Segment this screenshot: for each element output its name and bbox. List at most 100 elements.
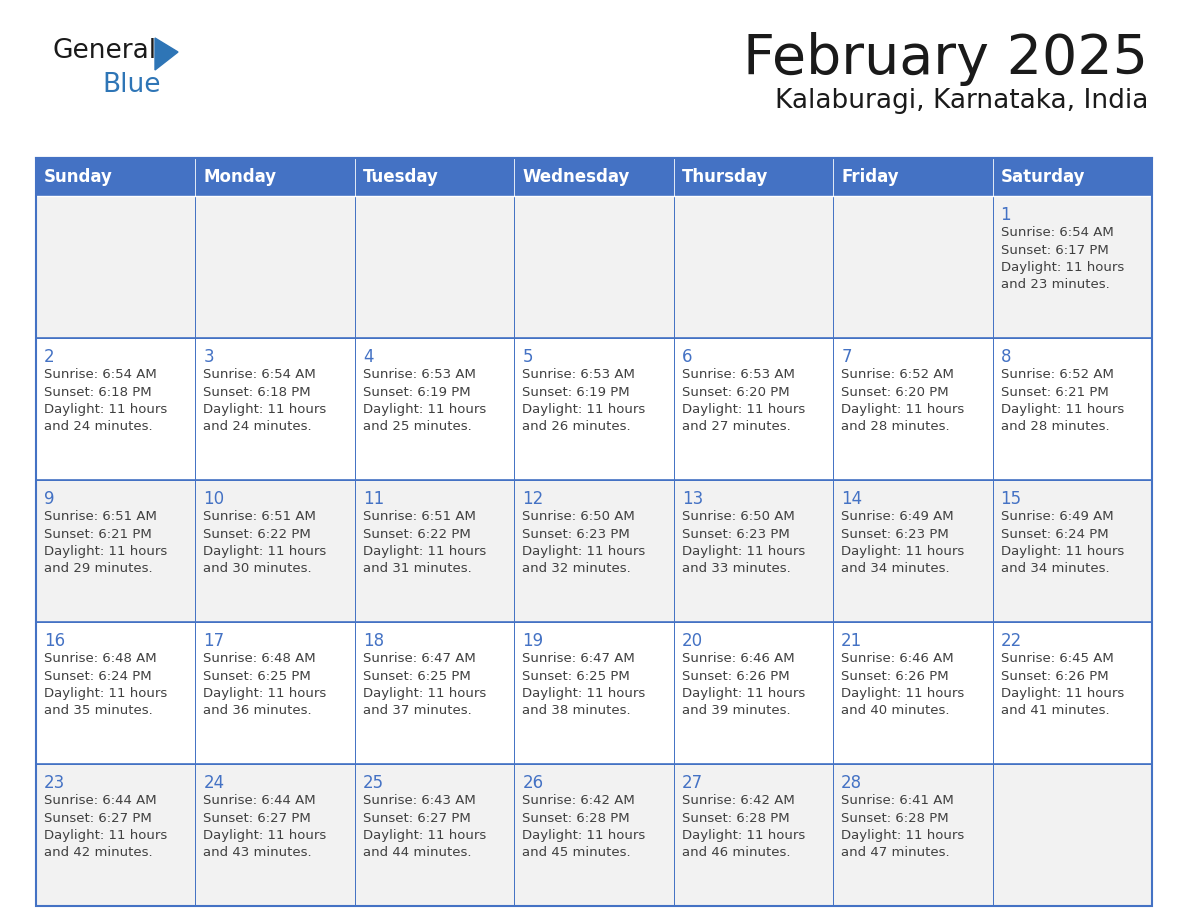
Text: 19: 19 [523,632,543,650]
Text: 24: 24 [203,774,225,792]
Bar [992,338,1152,480]
Bar [196,196,355,338]
Text: 18: 18 [362,632,384,650]
Bar [36,338,196,480]
Text: Sunrise: 6:44 AM
Sunset: 6:27 PM
Daylight: 11 hours
and 43 minutes.: Sunrise: 6:44 AM Sunset: 6:27 PM Dayligh… [203,794,327,859]
Text: Sunrise: 6:44 AM
Sunset: 6:27 PM
Daylight: 11 hours
and 42 minutes.: Sunrise: 6:44 AM Sunset: 6:27 PM Dayligh… [44,794,168,859]
Text: Tuesday: Tuesday [362,168,438,186]
Text: 5: 5 [523,348,532,366]
Text: 28: 28 [841,774,862,792]
Text: 16: 16 [44,632,65,650]
Bar [355,622,514,764]
Bar [992,196,1152,338]
Text: 27: 27 [682,774,703,792]
Bar [36,480,196,622]
Text: Sunrise: 6:54 AM
Sunset: 6:18 PM
Daylight: 11 hours
and 24 minutes.: Sunrise: 6:54 AM Sunset: 6:18 PM Dayligh… [203,368,327,433]
Text: Thursday: Thursday [682,168,769,186]
Bar [674,196,833,338]
Bar [674,622,833,764]
Bar [833,196,992,338]
Text: Sunday: Sunday [44,168,113,186]
Text: General: General [52,38,156,64]
Text: 3: 3 [203,348,214,366]
Bar [355,764,514,906]
Text: Sunrise: 6:51 AM
Sunset: 6:22 PM
Daylight: 11 hours
and 31 minutes.: Sunrise: 6:51 AM Sunset: 6:22 PM Dayligh… [362,510,486,576]
Bar [196,480,355,622]
Bar [514,622,674,764]
Text: Sunrise: 6:53 AM
Sunset: 6:20 PM
Daylight: 11 hours
and 27 minutes.: Sunrise: 6:53 AM Sunset: 6:20 PM Dayligh… [682,368,805,433]
Text: 8: 8 [1000,348,1011,366]
Text: 25: 25 [362,774,384,792]
Text: Sunrise: 6:51 AM
Sunset: 6:21 PM
Daylight: 11 hours
and 29 minutes.: Sunrise: 6:51 AM Sunset: 6:21 PM Dayligh… [44,510,168,576]
Bar [355,158,514,196]
Text: Sunrise: 6:49 AM
Sunset: 6:23 PM
Daylight: 11 hours
and 34 minutes.: Sunrise: 6:49 AM Sunset: 6:23 PM Dayligh… [841,510,965,576]
Text: Saturday: Saturday [1000,168,1085,186]
Text: 2: 2 [44,348,55,366]
Bar [833,480,992,622]
Text: 22: 22 [1000,632,1022,650]
Bar [992,480,1152,622]
Bar [833,622,992,764]
Text: Sunrise: 6:53 AM
Sunset: 6:19 PM
Daylight: 11 hours
and 25 minutes.: Sunrise: 6:53 AM Sunset: 6:19 PM Dayligh… [362,368,486,433]
Bar [36,196,196,338]
Text: Sunrise: 6:42 AM
Sunset: 6:28 PM
Daylight: 11 hours
and 46 minutes.: Sunrise: 6:42 AM Sunset: 6:28 PM Dayligh… [682,794,805,859]
Text: 9: 9 [44,490,55,508]
Bar [36,158,196,196]
Text: 23: 23 [44,774,65,792]
Bar [674,338,833,480]
Bar [992,158,1152,196]
Text: 17: 17 [203,632,225,650]
Text: Sunrise: 6:54 AM
Sunset: 6:17 PM
Daylight: 11 hours
and 23 minutes.: Sunrise: 6:54 AM Sunset: 6:17 PM Dayligh… [1000,226,1124,292]
Bar [355,338,514,480]
Text: Sunrise: 6:51 AM
Sunset: 6:22 PM
Daylight: 11 hours
and 30 minutes.: Sunrise: 6:51 AM Sunset: 6:22 PM Dayligh… [203,510,327,576]
Bar [514,158,674,196]
Text: 10: 10 [203,490,225,508]
Bar [196,338,355,480]
Polygon shape [154,38,178,70]
Text: 20: 20 [682,632,703,650]
Text: Sunrise: 6:45 AM
Sunset: 6:26 PM
Daylight: 11 hours
and 41 minutes.: Sunrise: 6:45 AM Sunset: 6:26 PM Dayligh… [1000,652,1124,718]
Text: Sunrise: 6:50 AM
Sunset: 6:23 PM
Daylight: 11 hours
and 33 minutes.: Sunrise: 6:50 AM Sunset: 6:23 PM Dayligh… [682,510,805,576]
Text: Sunrise: 6:54 AM
Sunset: 6:18 PM
Daylight: 11 hours
and 24 minutes.: Sunrise: 6:54 AM Sunset: 6:18 PM Dayligh… [44,368,168,433]
Bar [36,764,196,906]
Text: Kalaburagi, Karnataka, India: Kalaburagi, Karnataka, India [775,88,1148,114]
Bar [833,764,992,906]
Text: 26: 26 [523,774,543,792]
Bar [355,196,514,338]
Text: Sunrise: 6:42 AM
Sunset: 6:28 PM
Daylight: 11 hours
and 45 minutes.: Sunrise: 6:42 AM Sunset: 6:28 PM Dayligh… [523,794,645,859]
Text: Sunrise: 6:52 AM
Sunset: 6:21 PM
Daylight: 11 hours
and 28 minutes.: Sunrise: 6:52 AM Sunset: 6:21 PM Dayligh… [1000,368,1124,433]
Bar [514,764,674,906]
Text: Sunrise: 6:52 AM
Sunset: 6:20 PM
Daylight: 11 hours
and 28 minutes.: Sunrise: 6:52 AM Sunset: 6:20 PM Dayligh… [841,368,965,433]
Text: Sunrise: 6:46 AM
Sunset: 6:26 PM
Daylight: 11 hours
and 40 minutes.: Sunrise: 6:46 AM Sunset: 6:26 PM Dayligh… [841,652,965,718]
Text: February 2025: February 2025 [742,32,1148,86]
Bar [833,338,992,480]
Text: 4: 4 [362,348,373,366]
Text: Sunrise: 6:46 AM
Sunset: 6:26 PM
Daylight: 11 hours
and 39 minutes.: Sunrise: 6:46 AM Sunset: 6:26 PM Dayligh… [682,652,805,718]
Bar [196,158,355,196]
Bar [514,196,674,338]
Text: Sunrise: 6:47 AM
Sunset: 6:25 PM
Daylight: 11 hours
and 37 minutes.: Sunrise: 6:47 AM Sunset: 6:25 PM Dayligh… [362,652,486,718]
Text: Sunrise: 6:48 AM
Sunset: 6:25 PM
Daylight: 11 hours
and 36 minutes.: Sunrise: 6:48 AM Sunset: 6:25 PM Dayligh… [203,652,327,718]
Text: 1: 1 [1000,206,1011,224]
Text: Sunrise: 6:49 AM
Sunset: 6:24 PM
Daylight: 11 hours
and 34 minutes.: Sunrise: 6:49 AM Sunset: 6:24 PM Dayligh… [1000,510,1124,576]
Text: Sunrise: 6:43 AM
Sunset: 6:27 PM
Daylight: 11 hours
and 44 minutes.: Sunrise: 6:43 AM Sunset: 6:27 PM Dayligh… [362,794,486,859]
Text: Monday: Monday [203,168,277,186]
Text: Sunrise: 6:53 AM
Sunset: 6:19 PM
Daylight: 11 hours
and 26 minutes.: Sunrise: 6:53 AM Sunset: 6:19 PM Dayligh… [523,368,645,433]
Bar [833,158,992,196]
Text: 15: 15 [1000,490,1022,508]
Text: 7: 7 [841,348,852,366]
Text: 11: 11 [362,490,384,508]
Bar [196,622,355,764]
Text: 12: 12 [523,490,544,508]
Text: 14: 14 [841,490,862,508]
Text: Sunrise: 6:48 AM
Sunset: 6:24 PM
Daylight: 11 hours
and 35 minutes.: Sunrise: 6:48 AM Sunset: 6:24 PM Dayligh… [44,652,168,718]
Text: Sunrise: 6:50 AM
Sunset: 6:23 PM
Daylight: 11 hours
and 32 minutes.: Sunrise: 6:50 AM Sunset: 6:23 PM Dayligh… [523,510,645,576]
Text: 13: 13 [682,490,703,508]
Bar [992,622,1152,764]
Bar [674,764,833,906]
Text: Sunrise: 6:47 AM
Sunset: 6:25 PM
Daylight: 11 hours
and 38 minutes.: Sunrise: 6:47 AM Sunset: 6:25 PM Dayligh… [523,652,645,718]
Bar [196,764,355,906]
Text: Friday: Friday [841,168,899,186]
Text: Wednesday: Wednesday [523,168,630,186]
Bar [355,480,514,622]
